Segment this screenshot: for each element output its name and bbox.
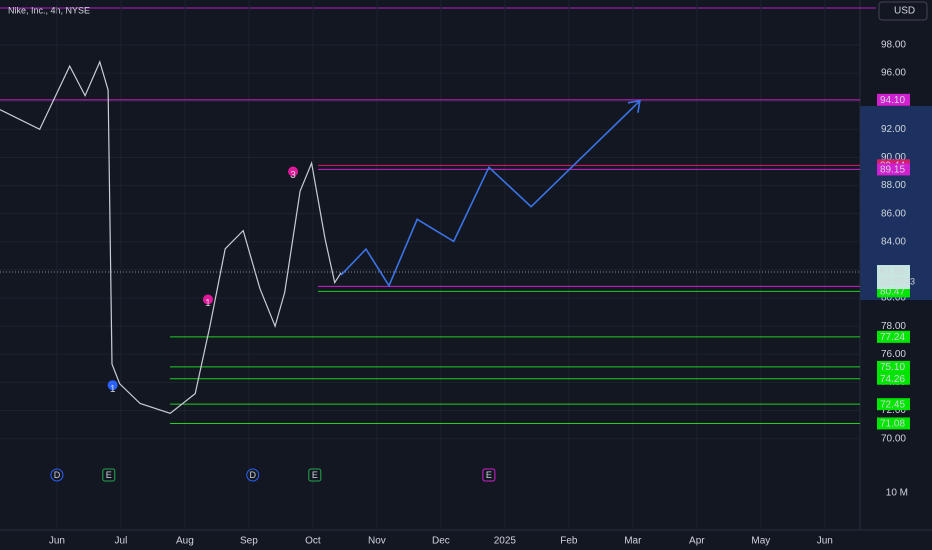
x-tick-label: Aug [176,536,194,547]
event-marker [50,468,64,482]
x-tick-label: Apr [689,536,705,547]
arrow-head [627,99,641,113]
y-tick-label: 90.00 [881,152,906,163]
wave-label: 1 [205,298,211,309]
y-tick-label: 84.00 [881,236,906,247]
level-tag [877,93,910,106]
x-tick-label: Sep [240,536,258,547]
event-label: E [486,470,492,480]
event-marker [246,468,260,482]
level-tag [877,417,910,430]
y-tick-label: 92.00 [881,124,906,135]
chart-title: Nike, Inc., 4h, NYSE [8,5,90,15]
event-label: E [106,470,112,480]
level-tag [877,360,910,373]
y-tick-label: 78.00 [881,321,906,332]
level-tag [877,163,910,176]
event-label: E [312,470,318,480]
level-label: 94.10 [880,95,905,106]
y-tick-label: 72.00 [881,405,906,416]
x-tick-label: Dec [432,536,450,547]
wave-marker [107,380,118,391]
y-tick-label: 86.00 [881,208,906,219]
price-line [0,60,342,414]
level-tag [877,372,910,385]
x-tick-label: Feb [560,536,578,547]
level-label: 74.26 [880,374,905,385]
wave-label: 1 [110,384,116,395]
countdown: 02:55:03 [880,276,915,286]
level-label: 89.15 [880,165,905,176]
event-marker [102,468,116,482]
x-tick-label: 2025 [494,536,517,547]
wave-label: 3 [290,170,296,181]
currency-button[interactable] [878,1,928,21]
x-tick-label: Jul [115,536,128,547]
level-tag [877,330,910,343]
x-tick-label: Jun [49,536,65,547]
y-tick-label: 80.00 [881,293,906,304]
volume-label: 10 M [886,488,908,499]
wave-marker [288,166,299,177]
event-label: D [54,470,61,480]
x-tick-label: Nov [368,536,386,547]
event-marker [482,468,496,482]
level-tag [877,398,910,411]
level-label: 80.47 [880,287,905,298]
level-label: 75.10 [880,362,905,373]
wave-marker [202,294,213,305]
y-tick-label: 70.00 [881,433,906,444]
y-tick-label: 88.00 [881,180,906,191]
currency[interactable]: USD [894,6,915,17]
x-tick-label: Mar [624,536,642,547]
level-label: 72.45 [880,399,905,410]
projection-line [340,100,641,288]
y-tick-label: 98.00 [881,40,906,51]
event-marker [308,468,322,482]
x-tick-label: Oct [305,536,321,547]
last-price: 81.85 [880,267,905,278]
x-tick-label: Jun [817,536,833,547]
level-label: 71.08 [880,419,905,430]
last-price-tag [877,265,910,290]
x-tick-label: May [751,536,770,547]
y-tick-label: 76.00 [881,349,906,360]
event-label: D [250,470,257,480]
y-tick-label: 96.00 [881,68,906,79]
level-label: 77.24 [880,332,905,343]
